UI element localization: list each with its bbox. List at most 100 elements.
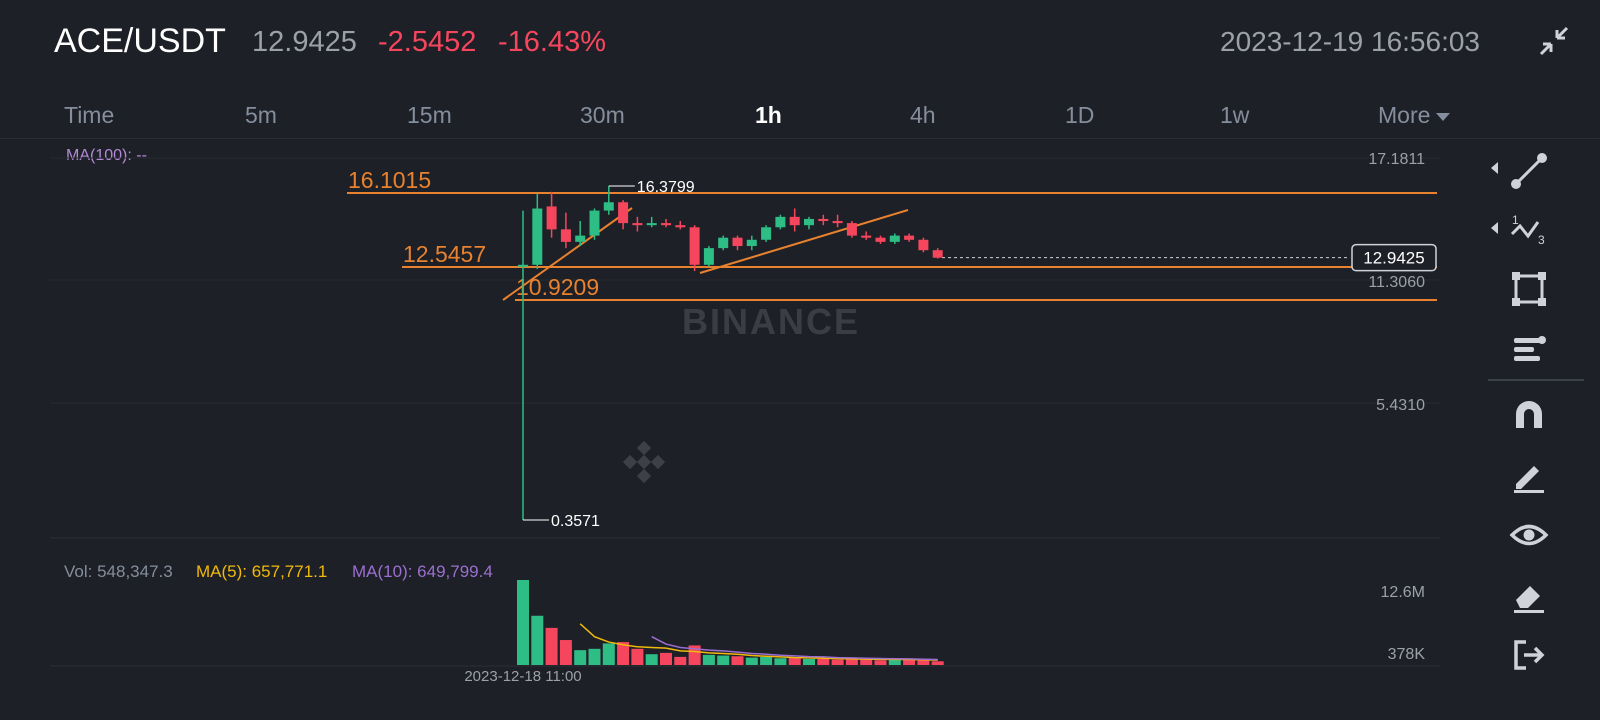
pencil-icon[interactable] — [1508, 454, 1550, 496]
volume-bar — [645, 654, 658, 665]
candle-body — [818, 218, 829, 222]
volume-bar — [517, 580, 529, 665]
price-change: -2.5452 — [378, 26, 477, 58]
volume-bar — [574, 650, 587, 665]
candle-body — [618, 202, 629, 224]
tab-1w[interactable]: 1w — [1220, 102, 1250, 128]
volume-bar — [702, 654, 715, 665]
candle-body — [746, 239, 757, 247]
tab-4h[interactable]: 4h — [910, 102, 936, 128]
eraser-icon[interactable] — [1508, 574, 1550, 616]
volume-bar — [617, 642, 630, 665]
chevron-down-icon — [1436, 112, 1451, 121]
candle-body — [575, 235, 586, 242]
level-label: 10.9209 — [516, 274, 599, 300]
volume-bar — [674, 656, 687, 665]
volume-bar — [688, 645, 701, 665]
candle-body — [832, 221, 843, 224]
tab-30m[interactable]: 30m — [580, 102, 625, 128]
candle-body — [904, 235, 915, 240]
volume-bar — [845, 658, 858, 665]
magnet-icon[interactable] — [1508, 394, 1550, 436]
volume-bar — [545, 627, 558, 665]
volume-bar — [602, 643, 615, 665]
rectangle-tool-icon[interactable] — [1508, 268, 1550, 310]
candle-body — [761, 227, 772, 240]
candle-body — [861, 235, 872, 238]
candle-body — [846, 223, 857, 236]
price-chart[interactable]: BINANCE 16.1015 12.5457 10.9209 16.3799 0.3… — [0, 138, 1470, 698]
high-marker-label: 16.3799 — [637, 179, 695, 196]
trend-line-icon[interactable] — [1508, 150, 1550, 192]
volume-bar — [631, 648, 644, 665]
candle-body — [932, 250, 943, 258]
volume-bar — [731, 656, 744, 665]
volume-bar — [831, 659, 844, 665]
collapse-arrows-icon[interactable] — [1537, 24, 1571, 58]
price-axis-label: 11.3060 — [1368, 274, 1425, 291]
tab-15m[interactable]: 15m — [407, 102, 452, 128]
volume-bar — [903, 658, 916, 665]
current-price-tag — [1351, 243, 1437, 272]
volume-bar — [803, 658, 815, 665]
candle-body — [532, 208, 543, 265]
low-marker-label: 0.3571 — [551, 513, 600, 530]
tab-5m[interactable]: 5m — [245, 102, 277, 128]
candle-body — [560, 229, 571, 242]
candle-body — [789, 216, 800, 226]
candle-body — [675, 225, 686, 228]
price-axis-label: 17.1811 — [1368, 151, 1425, 168]
price-change-percent: -16.43% — [498, 26, 607, 58]
tab-1d[interactable]: 1D — [1065, 102, 1095, 128]
ma10-volume-label: MA(10): 649,799.4 — [352, 562, 493, 581]
exit-icon[interactable] — [1508, 634, 1550, 676]
price-axis-label: 5.4310 — [1376, 397, 1425, 414]
candle-body — [518, 264, 528, 267]
volume-bar — [760, 656, 773, 665]
candle-body — [775, 216, 786, 228]
candle-body — [718, 237, 729, 249]
candle-body — [918, 239, 929, 251]
watermark-text: BINANCE — [682, 301, 860, 342]
candle-body — [732, 237, 743, 247]
binance-watermark: BINANCE — [622, 301, 860, 484]
volume-bar — [660, 652, 672, 665]
tab-more-label: More — [1378, 102, 1431, 128]
menu-caret-icon[interactable] — [1491, 222, 1498, 234]
ma5-volume-label: MA(5): 657,771.1 — [196, 562, 328, 581]
volume-bar — [774, 658, 787, 665]
menu-caret-icon[interactable] — [1491, 162, 1498, 174]
current-price-label: 12.9425 — [1363, 249, 1424, 268]
volume-bar — [860, 659, 873, 665]
candle-body — [804, 218, 814, 226]
candle-body — [689, 227, 700, 265]
candle-body — [632, 223, 643, 226]
volume-bar — [931, 661, 944, 665]
volume-bar — [874, 660, 887, 665]
timestamp: 2023-12-19 16:56:03 — [1220, 26, 1480, 57]
svg-text:3: 3 — [1538, 233, 1545, 247]
tab-time[interactable]: Time — [64, 102, 115, 128]
text-align-tool-icon[interactable] — [1508, 328, 1550, 370]
volume-bar — [588, 648, 601, 665]
level-label: 12.5457 — [403, 241, 486, 267]
candle-body — [589, 210, 600, 236]
volume-axis-label: 12.6M — [1381, 584, 1425, 601]
trend-line — [699, 209, 909, 274]
volume-bar — [717, 655, 730, 665]
volume-label: Vol: 548,347.3 — [64, 562, 173, 581]
eye-icon[interactable] — [1508, 514, 1550, 556]
candle-body — [661, 223, 671, 226]
ma100-label: MA(100): -- — [66, 147, 147, 164]
ticker-header: ACE/USDT 12.9425 -2.5452 -16.43% 2023-12… — [0, 0, 1600, 86]
timeframe-tabs: Time 5m 15m 30m 1h 4h 1D 1w More — [0, 94, 1600, 139]
trading-pair[interactable]: ACE/USDT — [54, 22, 226, 60]
tab-1h[interactable]: 1h — [755, 102, 782, 128]
trend-line — [502, 207, 633, 301]
candle-body — [703, 248, 714, 265]
volume-bar — [888, 659, 901, 665]
level-label: 16.1015 — [348, 167, 431, 193]
tab-more[interactable]: More — [1378, 102, 1451, 129]
